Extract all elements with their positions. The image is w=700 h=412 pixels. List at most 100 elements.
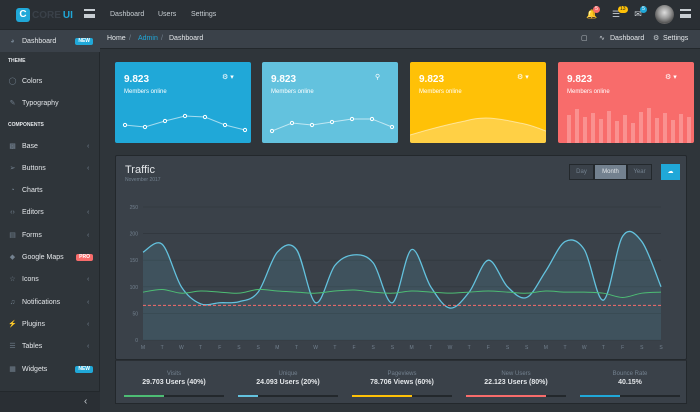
- code-icon: ‹›: [10, 208, 15, 216]
- breadcrumb-home[interactable]: Home: [107, 35, 126, 42]
- traffic-title: Traffic: [125, 164, 155, 176]
- traffic-panel: [115, 155, 687, 360]
- stat-pageviews: Pageviews 78.706 Views (60%): [352, 371, 452, 397]
- graph-icon: ∿: [599, 35, 605, 42]
- x-tick-label: S: [256, 345, 260, 351]
- sidebar-item-tables[interactable]: ☰ Tables ‹: [0, 335, 100, 357]
- x-tick-label: F: [621, 345, 624, 351]
- x-tick-label: S: [659, 345, 663, 351]
- logo-text-accent: UI: [62, 9, 73, 21]
- y-tick-label: 250: [130, 205, 139, 211]
- stat-value: 29.703 Users (40%): [142, 379, 206, 386]
- card-sparkline: [269, 116, 395, 134]
- mail-icon[interactable]: ✉: [634, 9, 642, 19]
- stat-unique: Unique 24.093 Users (20%): [238, 371, 338, 397]
- energy-icon: ⚡: [8, 321, 17, 328]
- stat-card-members-2: 9.823 Members online ⚲: [262, 62, 398, 143]
- y-tick-label: 200: [130, 232, 139, 238]
- sidebar-item-base[interactable]: ▩ Base ‹: [0, 135, 100, 157]
- x-tick-label: T: [295, 345, 298, 351]
- sidebar-item-charts[interactable]: ◔ Charts: [0, 179, 100, 201]
- range-year-button[interactable]: Year: [627, 164, 652, 180]
- cloud-download-button[interactable]: ☁: [661, 164, 680, 180]
- pie-chart-icon: ◔: [10, 186, 15, 194]
- sidebar-item-notifications[interactable]: ♫ Notifications ‹: [0, 291, 100, 313]
- stat-progress: [466, 395, 566, 397]
- card-label: Members online: [419, 89, 462, 95]
- stat-card-members: 9.823 Members online ⚙ ▾: [115, 62, 251, 143]
- sidebar-item-label: Plugins: [22, 320, 45, 328]
- x-tick-label: T: [468, 345, 471, 351]
- x-tick-label: M: [544, 345, 548, 351]
- x-tick-label: S: [506, 345, 510, 351]
- stat-new-users: New Users 22.123 Users (80%): [466, 371, 566, 397]
- x-tick-label: T: [199, 345, 202, 351]
- stat-progress: [238, 395, 338, 397]
- breadcrumb-current: Dashboard: [169, 35, 204, 42]
- sidebar-item-forms[interactable]: ▤ Forms ‹: [0, 224, 100, 246]
- sidebar-item-widgets[interactable]: ▦ Widgets NEW: [0, 358, 100, 380]
- sidebar-item-label: Colors: [22, 77, 43, 85]
- stat-bounce-rate: Bounce Rate 40.15%: [580, 371, 680, 397]
- settings-dropdown-icon[interactable]: ⚙ ▾: [665, 74, 677, 81]
- settings-dropdown-icon[interactable]: ⚙ ▾: [222, 74, 234, 81]
- range-day-button[interactable]: Day: [569, 164, 594, 180]
- bell-icon[interactable]: 🔔: [586, 9, 598, 19]
- x-tick-label: S: [640, 345, 644, 351]
- tasks-badge: 13: [618, 6, 628, 13]
- chevron-left-icon: ‹: [87, 275, 90, 283]
- x-tick-label: T: [564, 345, 567, 351]
- chevron-left-icon: ‹: [87, 164, 90, 172]
- avatar[interactable]: [655, 5, 674, 24]
- sidebar-item-dashboard[interactable]: ◕ Dashboard NEW: [0, 30, 100, 52]
- stat-progress: [580, 395, 680, 397]
- x-tick-label: M: [275, 345, 279, 351]
- sidebar-item-typography[interactable]: ✎ Typography: [0, 92, 100, 114]
- sidebar-item-label: Tables: [22, 342, 43, 350]
- sidebar-section-components: COMPONENTS: [8, 122, 44, 128]
- sidebar-item-label: Buttons: [22, 164, 46, 172]
- sidebar-minimizer[interactable]: ‹: [0, 391, 100, 412]
- card-area-chart: [410, 117, 546, 143]
- sidebar-item-colors[interactable]: ◯ Colors: [0, 70, 100, 92]
- stat-progress: [124, 395, 224, 397]
- stat-label: Bounce Rate: [612, 371, 648, 377]
- sidebar-item-icons[interactable]: ☆ Icons ‹: [0, 268, 100, 290]
- sidebar-item-label: Forms: [22, 231, 42, 239]
- breadcrumb-menu-settings[interactable]: Settings: [663, 35, 689, 42]
- location-pin-icon[interactable]: ⚲: [375, 74, 381, 81]
- speech-icon[interactable]: ▢: [581, 35, 588, 42]
- sidebar-section-theme: THEME: [8, 58, 26, 64]
- nav-dashboard[interactable]: Dashboard: [110, 11, 145, 18]
- chevron-left-icon: ‹: [87, 298, 90, 306]
- x-tick-label: S: [372, 345, 376, 351]
- sidebar-toggle-icon[interactable]: [84, 9, 95, 18]
- breadcrumb-admin[interactable]: Admin: [138, 35, 158, 42]
- range-month-button[interactable]: Month: [594, 164, 627, 180]
- sidebar-item-label: Dashboard: [22, 37, 57, 45]
- stat-value: 22.123 Users (80%): [484, 379, 548, 386]
- x-tick-label: W: [313, 345, 318, 351]
- breadcrumb-menu-dashboard[interactable]: Dashboard: [610, 35, 645, 42]
- nav-settings[interactable]: Settings: [191, 11, 217, 18]
- pencil-icon: ✎: [9, 100, 16, 107]
- cursor-icon: ➢: [9, 165, 16, 172]
- sidebar-item-google-maps[interactable]: ◆ Google Maps PRO: [0, 246, 100, 268]
- aside-menu-toggle-icon[interactable]: [680, 9, 691, 18]
- list-icon[interactable]: ☰: [611, 9, 621, 19]
- x-tick-label: F: [218, 345, 221, 351]
- sidebar-item-plugins[interactable]: ⚡ Plugins ‹: [0, 313, 100, 335]
- sidebar-item-buttons[interactable]: ➢ Buttons ‹: [0, 157, 100, 179]
- card-label: Members online: [567, 89, 610, 95]
- settings-icon: ⚙: [653, 35, 660, 42]
- sidebar-item-editors[interactable]: ‹› Editors ‹: [0, 201, 100, 223]
- new-badge: NEW: [75, 37, 93, 45]
- nav-users[interactable]: Users: [158, 11, 177, 18]
- settings-dropdown-icon[interactable]: ⚙ ▾: [517, 74, 529, 81]
- traffic-chart: 0 50 100 150 200 250 M T W T F S S M T W T F S S M T W T F S S M T W T…: [130, 205, 664, 351]
- brand-logo[interactable]: C CORE UI: [16, 8, 76, 22]
- x-tick-label: F: [487, 345, 490, 351]
- stat-label: Visits: [166, 371, 182, 377]
- y-tick-label: 0: [135, 338, 138, 344]
- card-label: Members online: [124, 89, 167, 95]
